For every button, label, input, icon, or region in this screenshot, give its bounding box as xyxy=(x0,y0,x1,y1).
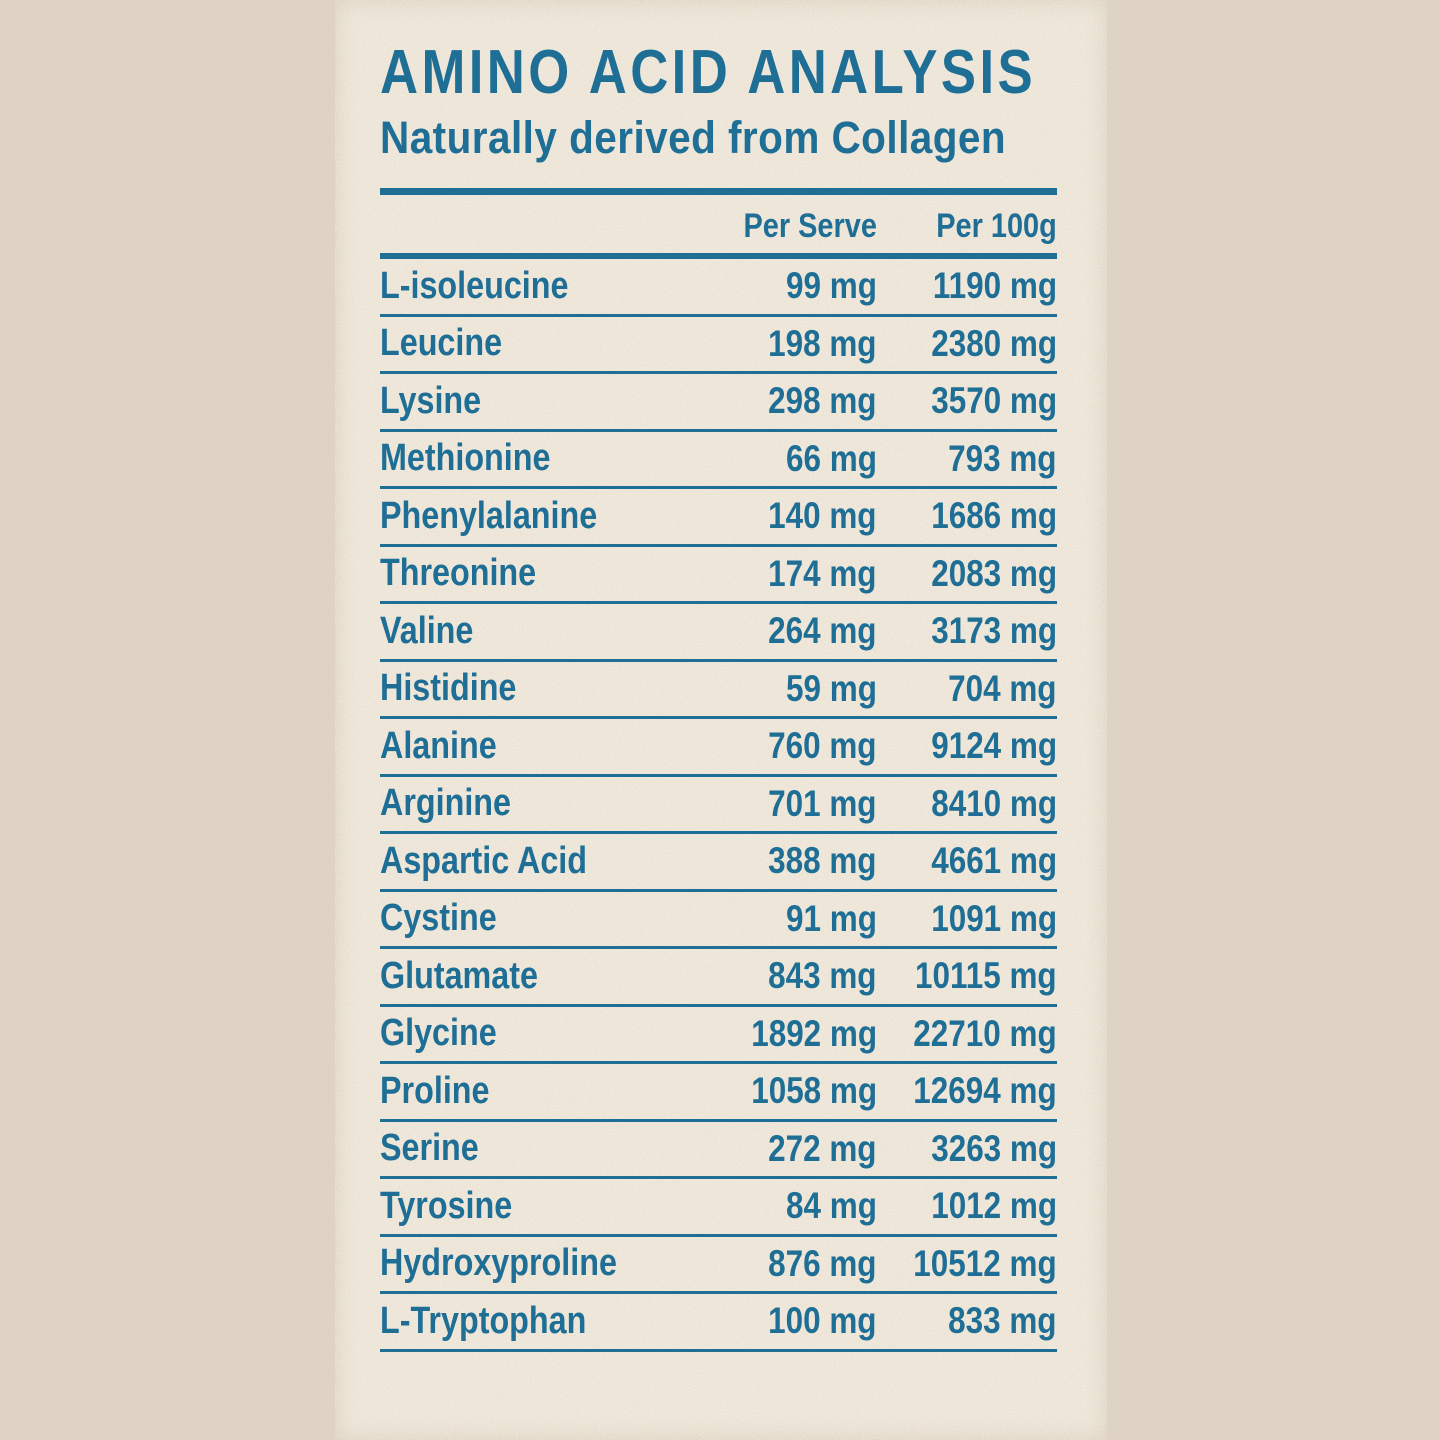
label-panel: AMINO ACID ANALYSIS Naturally derived fr… xyxy=(335,0,1107,1440)
per-serve-value: 876 mg xyxy=(768,1242,877,1284)
amino-name: Proline xyxy=(380,1069,490,1112)
table-row: Leucine 198 mg 2380 mg xyxy=(380,317,1057,374)
table-row: Hydroxyproline 876 mg 10512 mg xyxy=(380,1237,1057,1294)
per-100g-value: 1012 mg xyxy=(931,1185,1057,1227)
table-row: Cystine 91 mg 1091 mg xyxy=(380,892,1057,949)
per-100g-value: 1091 mg xyxy=(931,897,1057,939)
amino-name: L-Tryptophan xyxy=(380,1299,587,1342)
table-row: Alanine 760 mg 9124 mg xyxy=(380,719,1057,777)
per-serve-value: 174 mg xyxy=(768,552,877,594)
amino-name: Hydroxyproline xyxy=(380,1242,617,1285)
per-100g-value: 3263 mg xyxy=(931,1127,1057,1169)
table-row: Threonine 174 mg 2083 mg xyxy=(380,547,1057,604)
amino-name: Leucine xyxy=(380,322,503,365)
per-100g-value: 10512 mg xyxy=(913,1242,1057,1284)
table-row: Glycine 1892 mg 22710 mg xyxy=(380,1007,1057,1064)
per-serve-value: 59 mg xyxy=(786,667,877,709)
per-100g-value: 4661 mg xyxy=(931,840,1057,882)
column-header-per-100g: Per 100g xyxy=(936,206,1057,245)
per-serve-value: 1892 mg xyxy=(751,1012,877,1054)
page-title: AMINO ACID ANALYSIS xyxy=(380,38,1037,107)
amino-name: Lysine xyxy=(380,379,482,422)
amino-name: Histidine xyxy=(380,667,517,710)
per-100g-value: 833 mg xyxy=(948,1300,1057,1342)
amino-name: Glycine xyxy=(380,1012,497,1055)
table-header-row: Per Serve Per 100g xyxy=(380,195,1057,253)
per-serve-value: 264 mg xyxy=(768,610,877,652)
table-row: L-isoleucine 99 mg 1190 mg xyxy=(380,259,1057,317)
amino-name: Phenylalanine xyxy=(380,494,598,537)
per-100g-value: 1686 mg xyxy=(931,495,1057,537)
amino-name: L-isoleucine xyxy=(380,264,569,307)
per-serve-value: 198 mg xyxy=(768,322,877,364)
per-serve-value: 140 mg xyxy=(768,495,877,537)
table-row: Aspartic Acid 388 mg 4661 mg xyxy=(380,834,1057,892)
table-row: Arginine 701 mg 8410 mg xyxy=(380,777,1057,834)
per-serve-value: 100 mg xyxy=(768,1300,877,1342)
per-100g-value: 22710 mg xyxy=(913,1012,1057,1054)
per-100g-value: 2083 mg xyxy=(931,552,1057,594)
per-serve-value: 272 mg xyxy=(768,1127,877,1169)
divider-header xyxy=(380,253,1057,259)
per-serve-value: 91 mg xyxy=(786,897,877,939)
amino-name: Cystine xyxy=(380,897,497,940)
amino-name: Serine xyxy=(380,1127,479,1170)
per-serve-value: 701 mg xyxy=(768,782,877,824)
per-100g-value: 12694 mg xyxy=(913,1070,1057,1112)
table-row: Serine 272 mg 3263 mg xyxy=(380,1122,1057,1179)
table-row: L-Tryptophan 100 mg 833 mg xyxy=(380,1294,1057,1352)
per-100g-value: 9124 mg xyxy=(931,725,1057,767)
amino-name: Glutamate xyxy=(380,954,538,997)
table-row: Valine 264 mg 3173 mg xyxy=(380,604,1057,662)
amino-name: Methionine xyxy=(380,437,551,480)
table-body: L-isoleucine 99 mg 1190 mg Leucine 198 m… xyxy=(380,259,1057,1352)
per-100g-value: 3173 mg xyxy=(931,610,1057,652)
table-row: Lysine 298 mg 3570 mg xyxy=(380,374,1057,432)
page-subtitle: Naturally derived from Collagen xyxy=(380,112,1007,163)
per-100g-value: 793 mg xyxy=(948,437,1057,479)
per-100g-value: 704 mg xyxy=(948,667,1057,709)
per-serve-value: 1058 mg xyxy=(751,1070,877,1112)
amino-name: Threonine xyxy=(380,552,537,595)
amino-name: Aspartic Acid xyxy=(380,839,588,882)
amino-name: Alanine xyxy=(380,724,497,767)
amino-name: Tyrosine xyxy=(380,1184,513,1227)
per-100g-value: 3570 mg xyxy=(931,380,1057,422)
per-100g-value: 1190 mg xyxy=(932,265,1057,307)
per-serve-value: 760 mg xyxy=(768,725,877,767)
table-row: Methionine 66 mg 793 mg xyxy=(380,432,1057,489)
table-row: Histidine 59 mg 704 mg xyxy=(380,662,1057,719)
per-100g-value: 2380 mg xyxy=(931,322,1057,364)
per-100g-value: 8410 mg xyxy=(931,782,1057,824)
label-content: AMINO ACID ANALYSIS Naturally derived fr… xyxy=(335,0,1107,1352)
per-serve-value: 843 mg xyxy=(768,955,877,997)
divider-top xyxy=(380,188,1057,195)
per-100g-value: 10115 mg xyxy=(915,955,1057,997)
per-serve-value: 298 mg xyxy=(768,380,877,422)
per-serve-value: 84 mg xyxy=(786,1185,877,1227)
table-row: Glutamate 843 mg 10115 mg xyxy=(380,949,1057,1007)
table-row: Phenylalanine 140 mg 1686 mg xyxy=(380,489,1057,547)
amino-name: Valine xyxy=(380,609,474,652)
column-header-per-serve: Per Serve xyxy=(743,206,877,245)
per-serve-value: 99 mg xyxy=(786,265,877,307)
per-serve-value: 388 mg xyxy=(768,840,877,882)
amino-name: Arginine xyxy=(380,782,512,825)
per-serve-value: 66 mg xyxy=(786,437,877,479)
table-row: Tyrosine 84 mg 1012 mg xyxy=(380,1179,1057,1237)
table-row: Proline 1058 mg 12694 mg xyxy=(380,1064,1057,1122)
